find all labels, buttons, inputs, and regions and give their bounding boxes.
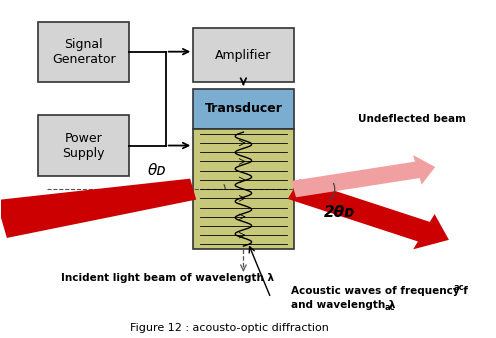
Text: and wavelength λ: and wavelength λ bbox=[291, 300, 396, 310]
FancyBboxPatch shape bbox=[193, 129, 294, 249]
Text: Transducer: Transducer bbox=[204, 102, 282, 115]
Text: Amplifier: Amplifier bbox=[215, 49, 272, 62]
Polygon shape bbox=[291, 155, 435, 197]
Polygon shape bbox=[0, 178, 196, 238]
Text: Figure 12 : acousto-optic diffraction: Figure 12 : acousto-optic diffraction bbox=[130, 323, 329, 333]
Text: Undeflected beam: Undeflected beam bbox=[359, 114, 466, 124]
Text: ac: ac bbox=[385, 303, 396, 312]
Text: Power
Supply: Power Supply bbox=[62, 131, 105, 160]
FancyBboxPatch shape bbox=[38, 115, 129, 176]
Text: Acoustic waves of frequency f: Acoustic waves of frequency f bbox=[291, 286, 468, 296]
Text: θᴅ: θᴅ bbox=[147, 163, 166, 178]
Text: Incident light beam of wavelength λ: Incident light beam of wavelength λ bbox=[61, 273, 274, 283]
Polygon shape bbox=[288, 179, 449, 249]
FancyBboxPatch shape bbox=[38, 22, 129, 82]
Text: ac: ac bbox=[453, 283, 464, 292]
FancyBboxPatch shape bbox=[193, 89, 294, 129]
FancyBboxPatch shape bbox=[193, 28, 294, 82]
Text: 2θᴅ: 2θᴅ bbox=[323, 205, 355, 220]
Text: Signal
Generator: Signal Generator bbox=[52, 38, 116, 66]
